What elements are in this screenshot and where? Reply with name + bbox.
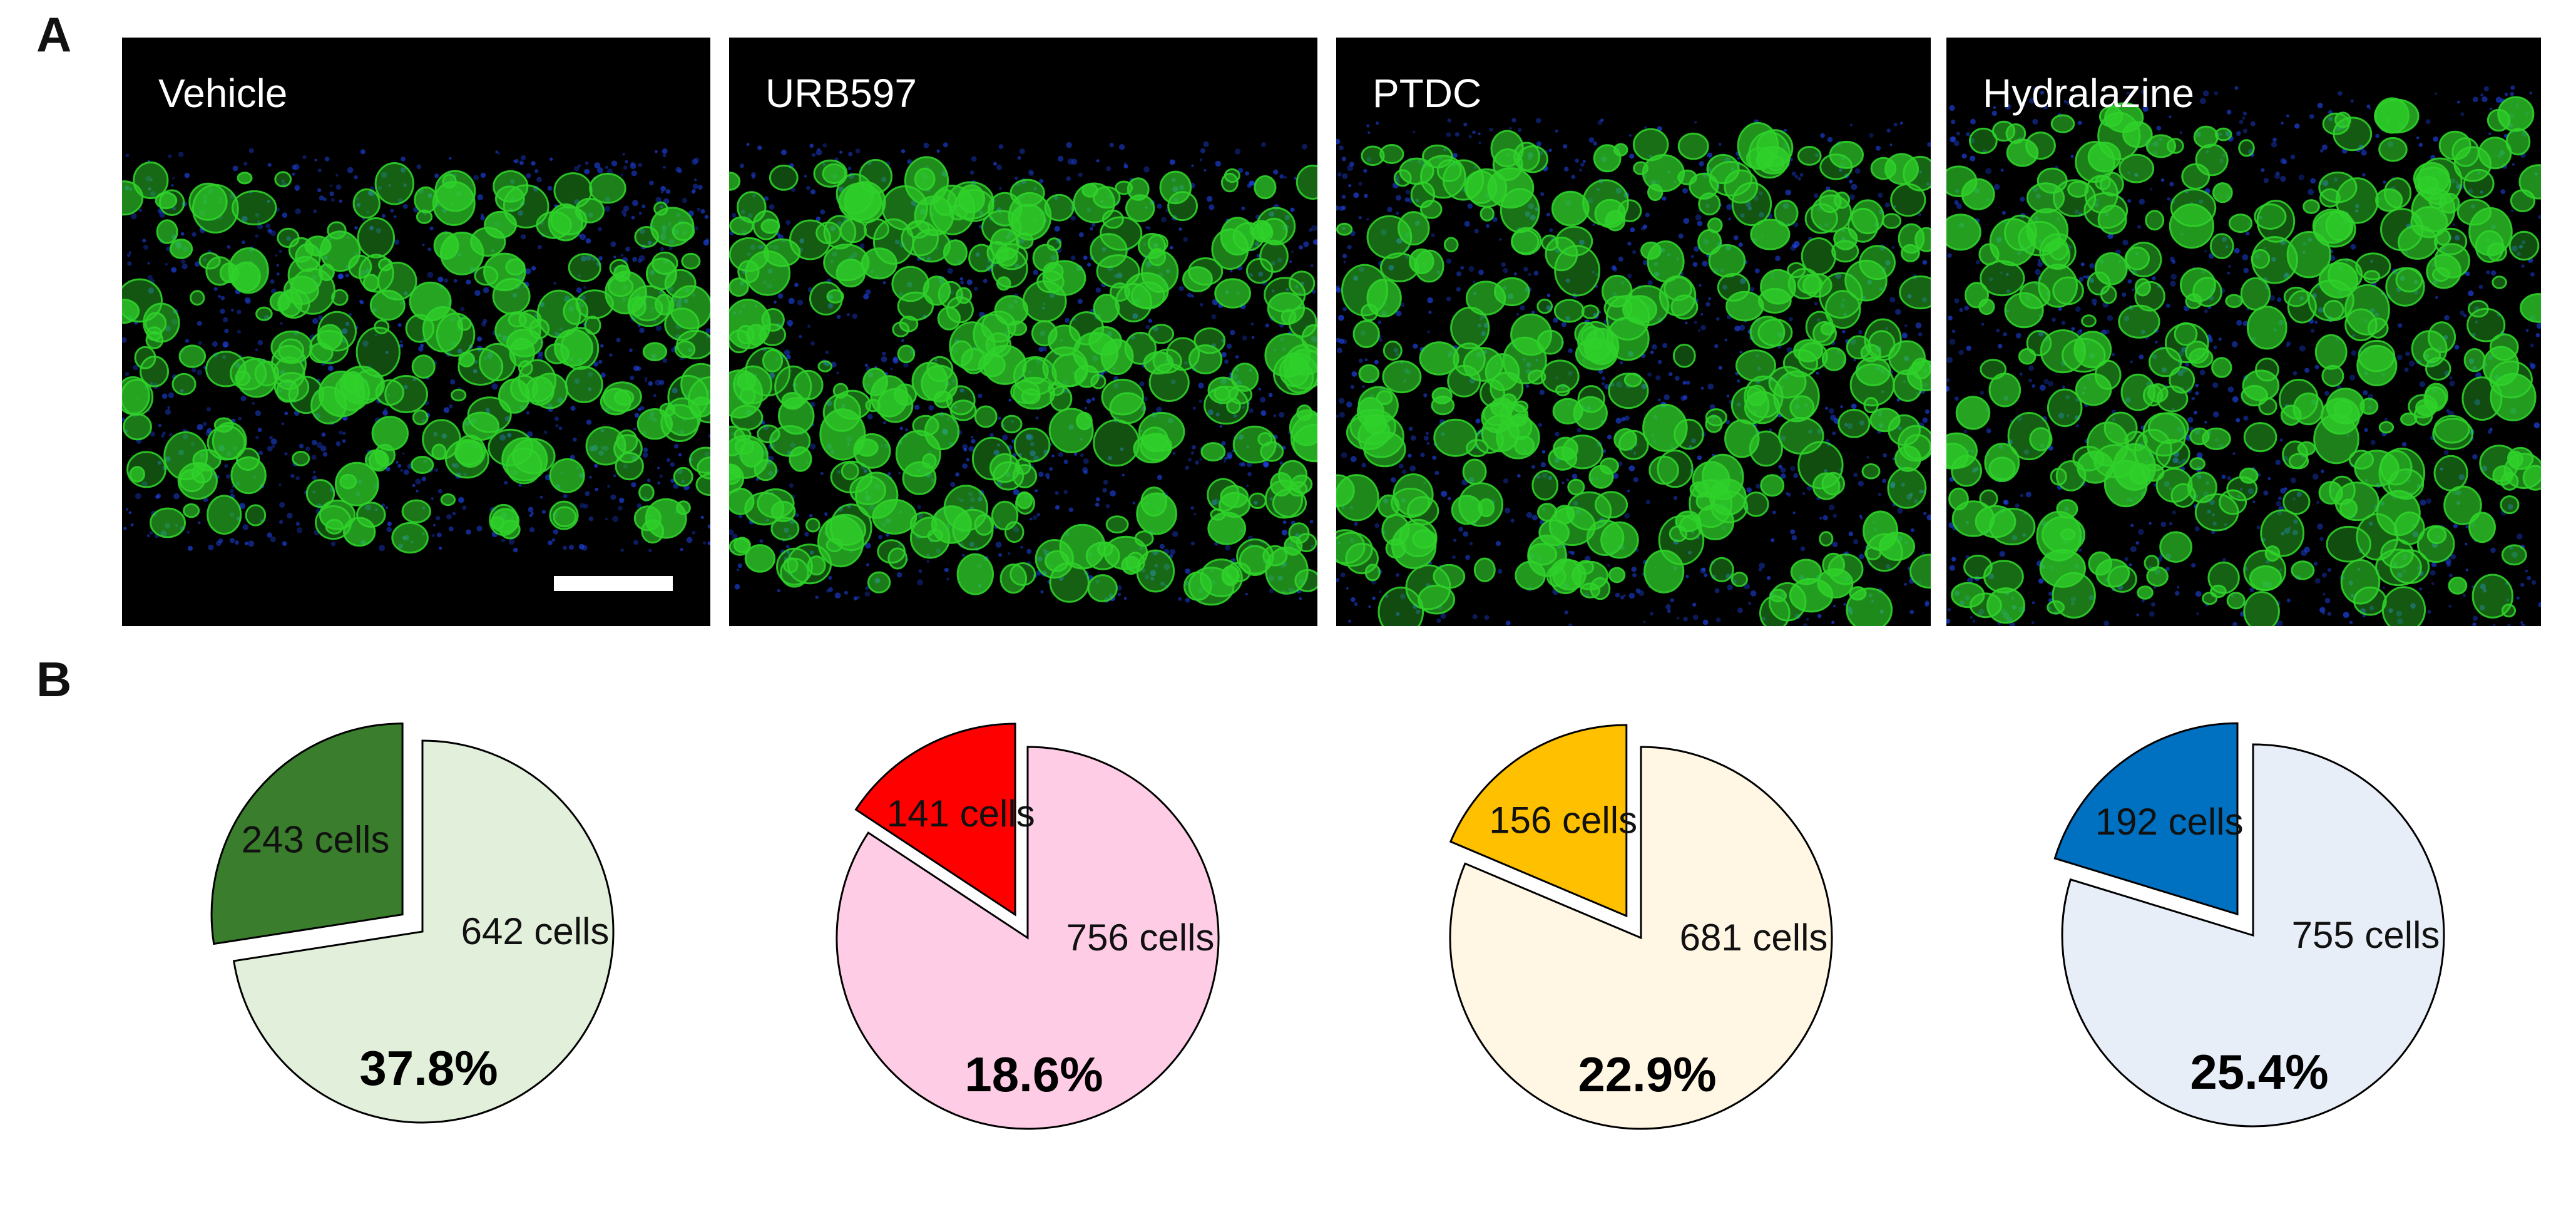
- pie-slice-small: [210, 722, 404, 945]
- micrograph-label: Hydralazine: [1983, 71, 2194, 116]
- pie-percent-label: 18.6%: [964, 1047, 1103, 1102]
- pie-chart: 141 cells 756 cells 18.6%: [836, 722, 1220, 1130]
- panel-label-a: A: [36, 7, 72, 62]
- pie-slice-large-label: 642 cells: [461, 910, 610, 952]
- pie-slice-small: [1449, 724, 1628, 918]
- pie-slice-small-label: 243 cells: [242, 819, 390, 861]
- pie-slice-large-label: 755 cells: [2292, 914, 2440, 956]
- micrograph-label: URB597: [765, 71, 917, 116]
- micrograph-urb597: URB597: [729, 38, 1317, 626]
- pie-slice-large: [1449, 746, 1833, 1130]
- pie-chart: 192 cells 755 cells 25.4%: [2053, 722, 2445, 1128]
- pie-charts: 243 cells 642 cells 37.8% 141 cells 756 cell…: [0, 651, 2576, 1226]
- micrograph-image: [1946, 85, 2541, 626]
- pie-slice-small: [2053, 722, 2239, 916]
- pie-percent-label: 37.8%: [359, 1041, 498, 1096]
- micrograph-ptdc: PTDC: [1336, 38, 1931, 626]
- pie-slice-large: [232, 739, 615, 1124]
- pie-slice-small-label: 141 cells: [887, 793, 1035, 835]
- micrograph-label: Vehicle: [158, 71, 288, 116]
- pie-chart: 243 cells 642 cells 37.8%: [210, 722, 615, 1124]
- micrograph-image: [729, 141, 1317, 606]
- micrograph-hydralazine: Hydralazine: [1946, 38, 2541, 626]
- pie-slice-large: [836, 746, 1220, 1130]
- panel-label-b: B: [36, 652, 72, 707]
- pie-charts-svg: 243 cells 642 cells 37.8% 141 cells 756 cell…: [210, 722, 2445, 1130]
- pie-slice-small: [854, 722, 1016, 917]
- scale-bar: [554, 576, 673, 591]
- micrograph-image: [1336, 118, 1931, 626]
- pie-chart: 156 cells 681 cells 22.9%: [1449, 724, 1833, 1130]
- micrograph-image: [122, 148, 710, 554]
- pie-percent-label: 22.9%: [1578, 1047, 1716, 1102]
- pie-slice-large-label: 756 cells: [1066, 917, 1215, 959]
- pie-slice-large-label: 681 cells: [1680, 917, 1828, 959]
- micrograph-label: PTDC: [1372, 71, 1482, 116]
- micrograph-vehicle: Vehicle: [122, 38, 710, 626]
- pie-slice-small-label: 156 cells: [1489, 800, 1637, 841]
- pie-slice-large: [2061, 743, 2445, 1128]
- pie-slice-small-label: 192 cells: [2095, 801, 2244, 843]
- pie-percent-label: 25.4%: [2190, 1044, 2328, 1099]
